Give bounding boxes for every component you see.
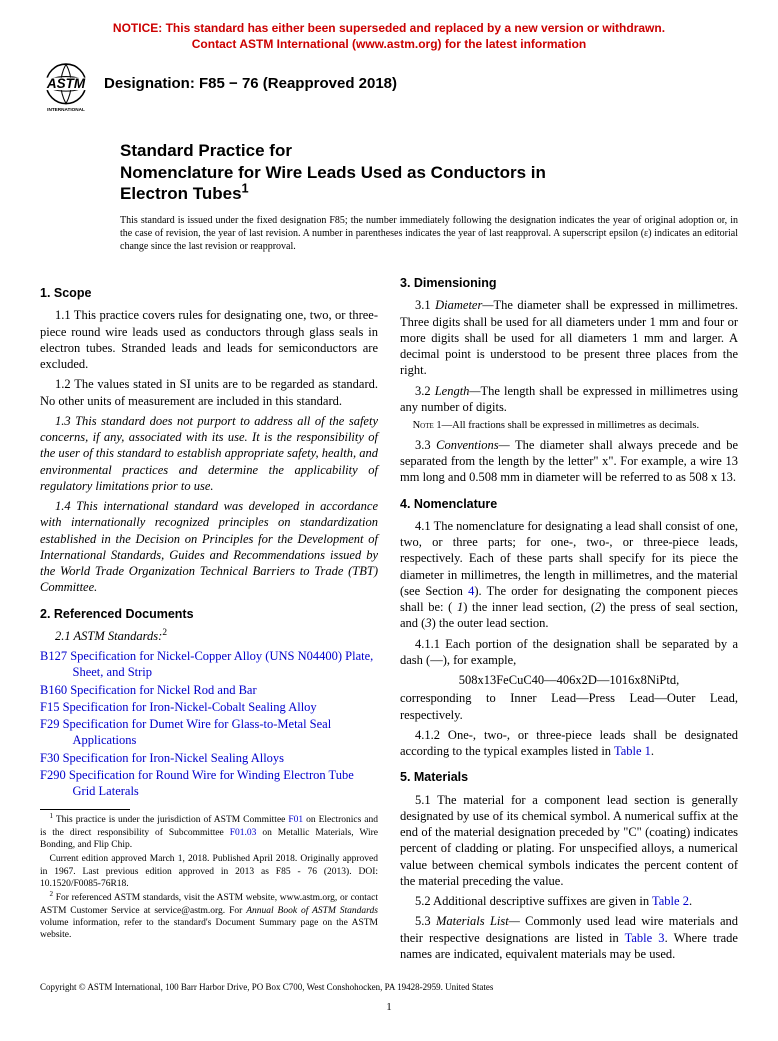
link-f01[interactable]: F01 [288, 815, 303, 825]
para-3-3: 3.3 Conventions— The diameter shall alwa… [400, 437, 738, 486]
astm-logo-icon: ASTM INTERNATIONAL [40, 62, 92, 114]
footnote-block: 1 This practice is under the jurisdictio… [40, 809, 378, 941]
section-4-head: 4. Nomenclature [400, 496, 738, 512]
ref-f290[interactable]: F290 Specification for Round Wire for Wi… [40, 767, 378, 800]
footnote-1b: Current edition approved March 1, 2018. … [40, 853, 378, 890]
para-1-4: 1.4 This international standard was deve… [40, 498, 378, 596]
title-line2: Nomenclature for Wire Leads Used as Cond… [120, 163, 546, 182]
copyright-line: Copyright © ASTM International, 100 Barr… [40, 982, 738, 994]
para-5-2: 5.2 Additional descriptive suffixes are … [400, 893, 738, 909]
section-3-head: 3. Dimensioning [400, 275, 738, 291]
header: ASTM INTERNATIONAL Designation: F85 − 76… [40, 62, 738, 120]
section-1-head: 1. Scope [40, 285, 378, 301]
ref-f30[interactable]: F30 Specification for Iron-Nickel Sealin… [40, 750, 378, 766]
ref-f29[interactable]: F29 Specification for Dumet Wire for Gla… [40, 716, 378, 749]
link-table-2[interactable]: Table 2 [652, 894, 689, 908]
title-line3: Electron Tubes [120, 184, 242, 203]
ref-b160[interactable]: B160 Specification for Nickel Rod and Ba… [40, 682, 378, 698]
para-4-1: 4.1 The nomenclature for designating a l… [400, 518, 738, 632]
link-f0103[interactable]: F01.03 [230, 828, 257, 838]
para-4-1-1b: corresponding to Inner Lead—Press Lead—O… [400, 690, 738, 723]
svg-text:INTERNATIONAL: INTERNATIONAL [47, 107, 85, 112]
para-1-1: 1.1 This practice covers rules for desig… [40, 307, 378, 372]
notice-line1: NOTICE: This standard has either been su… [113, 21, 665, 35]
footnote-rule [40, 809, 130, 810]
note-1: Note 1—All fractions shall be expressed … [400, 419, 738, 433]
issuance-note: This standard is issued under the fixed … [120, 214, 738, 253]
link-table-3[interactable]: Table 3 [625, 931, 665, 945]
ref-f15[interactable]: F15 Specification for Iron-Nickel-Cobalt… [40, 699, 378, 715]
body-columns: 1. Scope 1.1 This practice covers rules … [40, 275, 738, 962]
title-line1: Standard Practice for [120, 141, 292, 160]
para-3-1: 3.1 Diameter—The diameter shall be expre… [400, 297, 738, 378]
link-table-1[interactable]: Table 1 [614, 744, 651, 758]
section-2-head: 2. Referenced Documents [40, 606, 378, 622]
page-number: 1 [40, 1000, 738, 1014]
ref-b127[interactable]: B127 Specification for Nickel-Copper All… [40, 648, 378, 681]
footnote-1: 1 This practice is under the jurisdictio… [40, 814, 378, 851]
para-3-2: 3.2 Length—The length shall be expressed… [400, 383, 738, 416]
notice-banner: NOTICE: This standard has either been su… [40, 20, 738, 52]
para-4-1-2: 4.1.2 One-, two-, or three-piece leads s… [400, 727, 738, 760]
designation-text: Designation: F85 − 76 (Reapproved 2018) [104, 74, 397, 94]
document-title: Standard Practice for Nomenclature for W… [120, 140, 738, 204]
para-5-1: 5.1 The material for a component lead se… [400, 792, 738, 890]
para-1-2: 1.2 The values stated in SI units are to… [40, 376, 378, 409]
notice-line2: Contact ASTM International (www.astm.org… [192, 37, 586, 51]
example-designation: 508x13FeCuC40—406x2D—1016x8NiPtd, [400, 672, 738, 688]
section-5-head: 5. Materials [400, 769, 738, 785]
para-1-3: 1.3 This standard does not purport to ad… [40, 413, 378, 494]
para-4-1-1: 4.1.1 Each portion of the designation sh… [400, 636, 738, 669]
para-5-3: 5.3 Materials List— Commonly used lead w… [400, 913, 738, 962]
footnote-2: 2 For referenced ASTM standards, visit t… [40, 892, 378, 941]
svg-text:ASTM: ASTM [46, 76, 86, 91]
para-2-1: 2.1 ASTM Standards:2 [40, 628, 378, 644]
